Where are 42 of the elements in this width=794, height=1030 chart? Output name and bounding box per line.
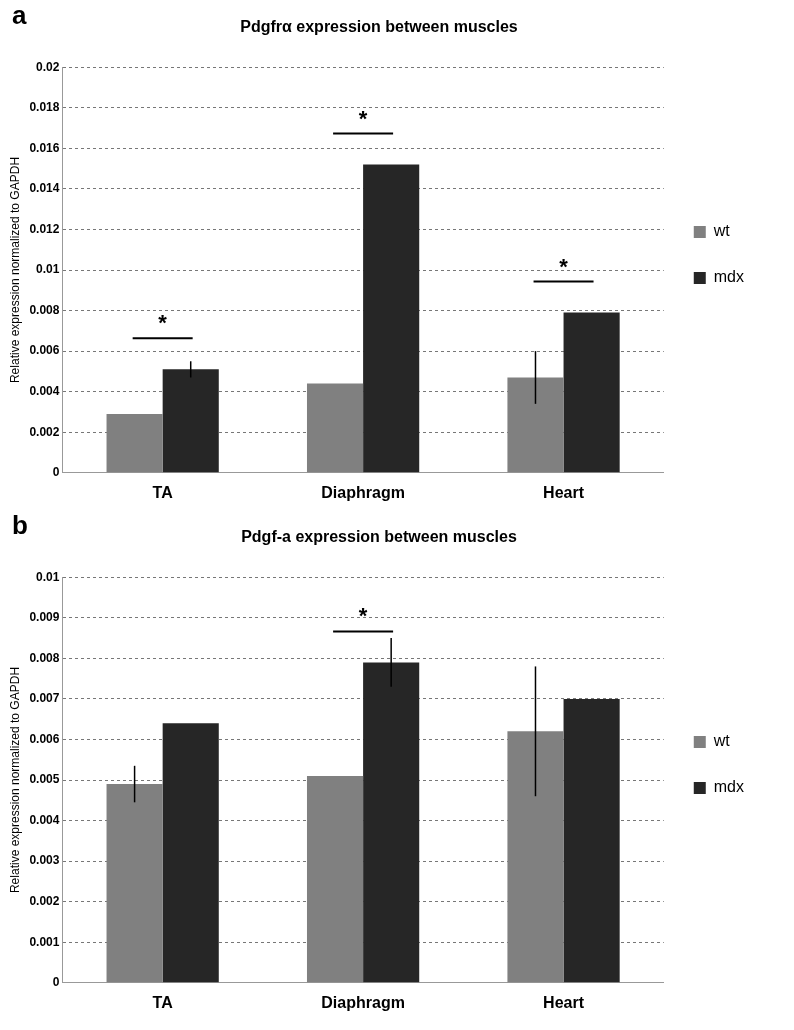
chart-title: Pdgf-a expression between muscles <box>241 528 517 546</box>
y-tick-label: 0.003 <box>29 853 60 868</box>
x-tick-label: Heart <box>543 993 585 1011</box>
y-tick-label: 0.004 <box>29 383 60 398</box>
text: a <box>12 0 27 31</box>
annotation: * <box>158 310 168 336</box>
y-tick-label: 0.007 <box>29 691 60 706</box>
y-tick-label: 0.016 <box>29 140 60 155</box>
x-tick-label: Diaphragm <box>321 993 405 1011</box>
y-tick-label: 0.006 <box>29 343 60 358</box>
y-axis-title: Relative expression normalized to GAPDH <box>7 156 22 384</box>
text: b <box>12 510 28 541</box>
y-tick-label: 0.005 <box>29 772 60 787</box>
y-tick-label: 0.01 <box>36 262 60 277</box>
y-tick-label: 0.002 <box>29 893 60 908</box>
legend-label: mdx <box>713 778 745 796</box>
y-axis-title: Relative expression normalized to GAPDH <box>7 666 22 894</box>
legend-label: wt <box>712 222 731 240</box>
y-tick-label: 0.01 <box>36 569 60 584</box>
legend-label: mdx <box>713 268 745 286</box>
annotation: * <box>559 253 569 279</box>
legend-label: wt <box>712 732 731 750</box>
y-tick-label: 0.001 <box>29 934 60 949</box>
y-tick-label: 0.006 <box>29 731 60 746</box>
annotation: * <box>358 603 368 629</box>
annotation: * <box>358 105 368 131</box>
y-tick-label: 0.004 <box>29 812 60 827</box>
x-tick-label: Diaphragm <box>321 483 405 501</box>
y-tick-label: 0.008 <box>29 650 60 665</box>
y-tick-label: 0 <box>52 465 60 480</box>
chart-title: Pdgfrα expression between muscles <box>240 18 518 36</box>
y-tick-label: 0.009 <box>29 610 60 625</box>
y-tick-label: 0 <box>52 975 60 990</box>
y-tick-label: 0.012 <box>29 221 60 236</box>
x-tick-label: Heart <box>543 483 585 501</box>
y-tick-label: 0.008 <box>29 302 60 317</box>
y-tick-label: 0.002 <box>29 424 60 439</box>
y-tick-label: 0.018 <box>29 100 60 115</box>
y-tick-label: 0.02 <box>36 59 60 74</box>
x-tick-label: TA <box>152 993 174 1011</box>
y-tick-label: 0.014 <box>29 181 60 196</box>
x-tick-label: TA <box>152 483 174 501</box>
